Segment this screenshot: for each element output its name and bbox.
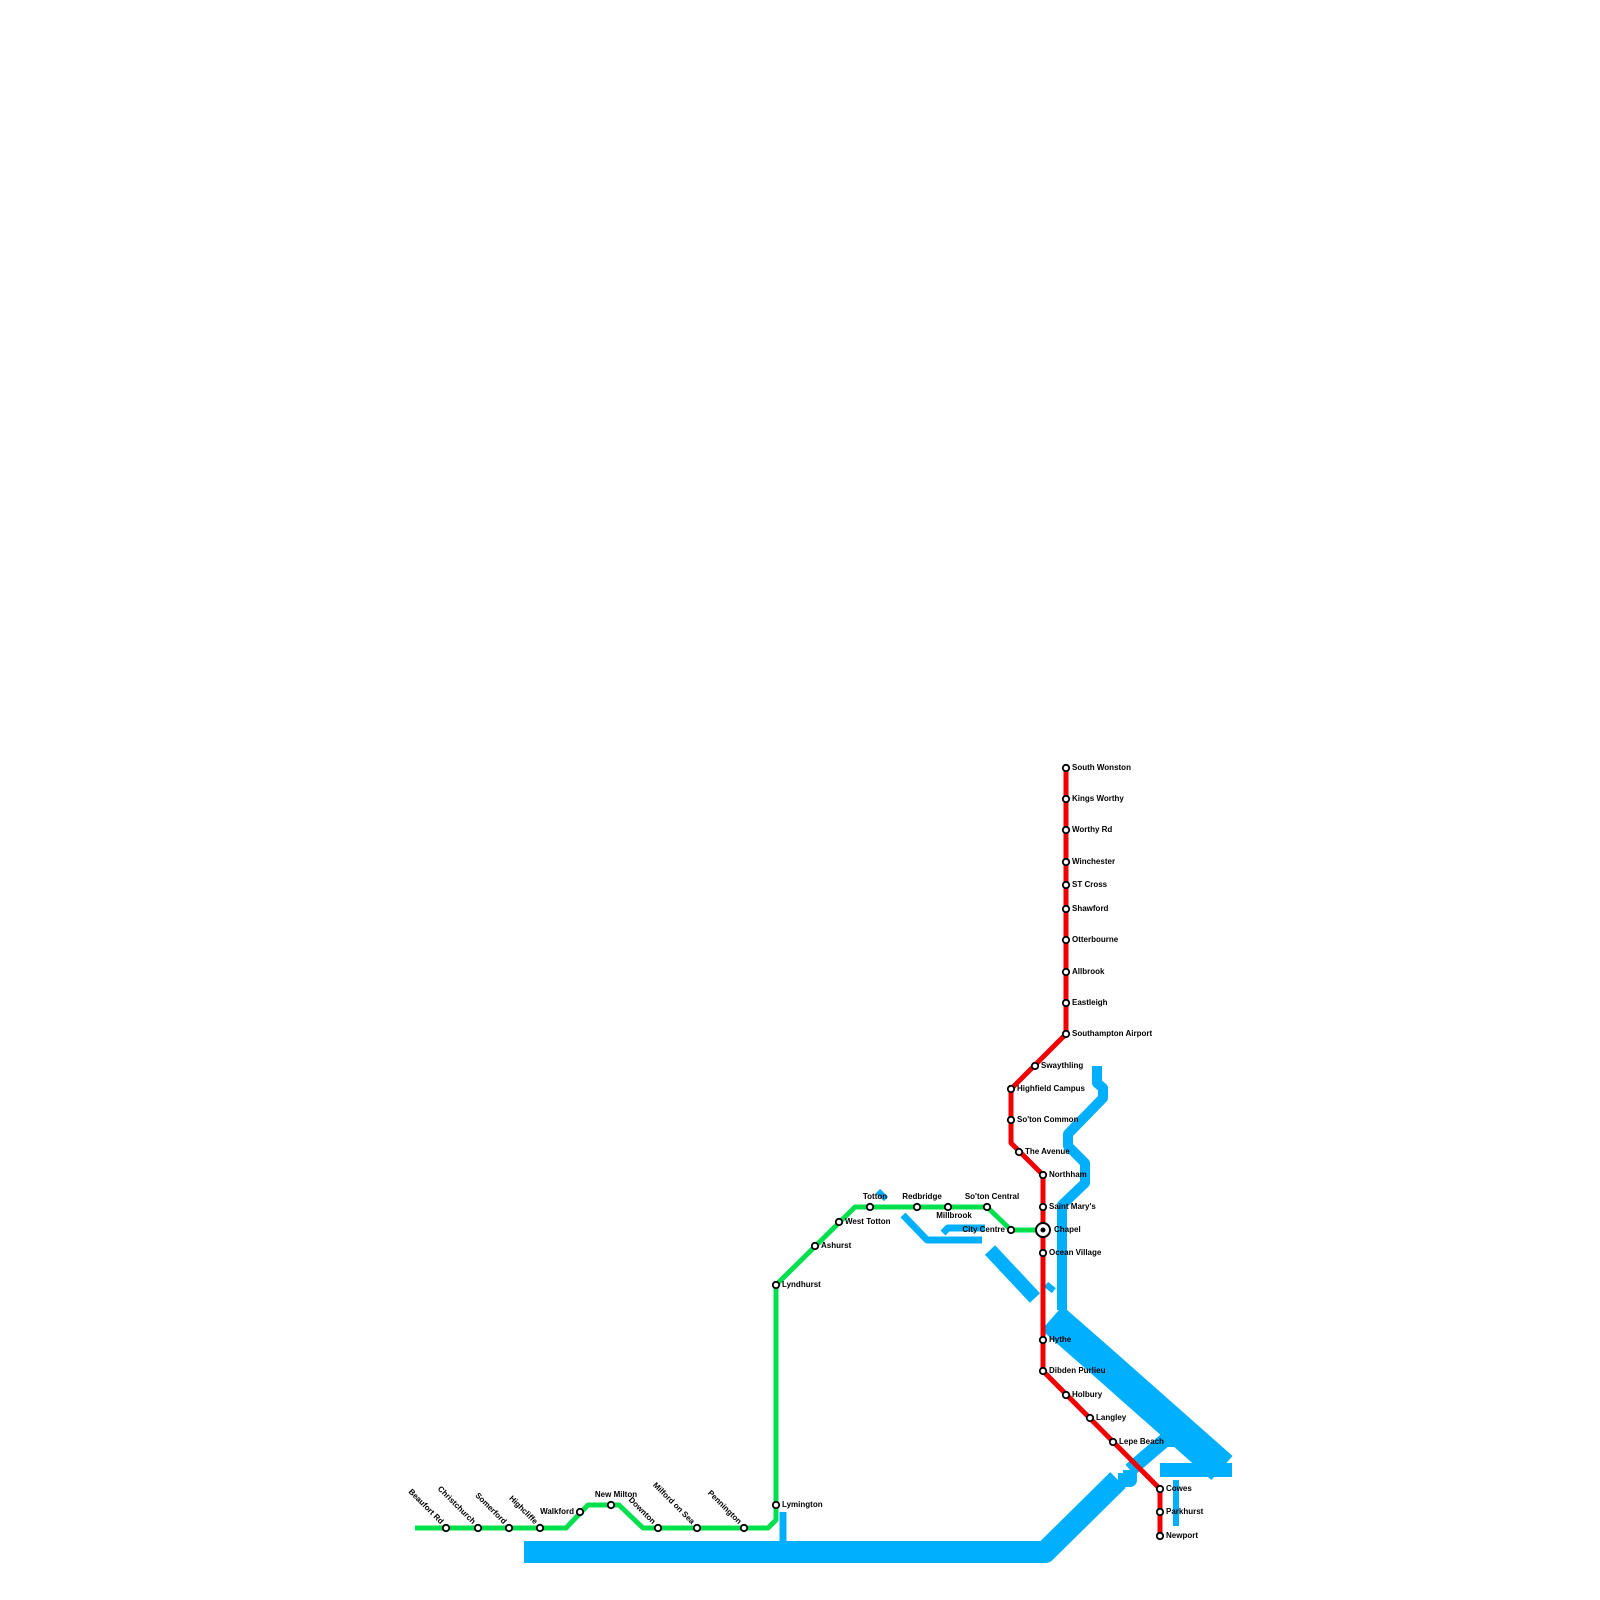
station <box>982 1202 992 1212</box>
station-label: Lyndhurst <box>782 1280 821 1289</box>
station <box>1038 1248 1048 1258</box>
red-line <box>1008 768 1163 1536</box>
station <box>1061 1390 1071 1400</box>
station <box>1061 825 1071 835</box>
station <box>1006 1115 1016 1125</box>
station <box>912 1202 922 1212</box>
station-label: The Avenue <box>1025 1147 1070 1156</box>
station-label: Walkford <box>540 1507 574 1516</box>
station <box>1061 967 1071 977</box>
station <box>1108 1437 1118 1447</box>
station-label: Millbrook <box>936 1211 972 1220</box>
station <box>441 1523 451 1533</box>
station-label: Hythe <box>1049 1335 1072 1344</box>
station-label: Dibden Purlieu <box>1049 1366 1106 1375</box>
station-label: Worthy Rd <box>1072 825 1112 834</box>
station <box>1155 1531 1165 1541</box>
station <box>771 1280 781 1290</box>
station-label: Pennington <box>706 1488 744 1526</box>
station <box>535 1523 545 1533</box>
station <box>865 1202 875 1212</box>
green-line <box>415 1204 1043 1531</box>
station <box>1155 1507 1165 1517</box>
station <box>771 1500 781 1510</box>
station-label: Highfield Campus <box>1017 1084 1086 1093</box>
station <box>1155 1484 1165 1494</box>
station-label: Parkhurst <box>1166 1507 1204 1516</box>
station-label: Redbridge <box>902 1192 942 1201</box>
station-label: South Wonston <box>1072 763 1131 772</box>
station <box>473 1523 483 1533</box>
station-label: Langley <box>1096 1413 1127 1422</box>
station-label: Northham <box>1049 1170 1087 1179</box>
station-label: Otterbourne <box>1072 935 1119 944</box>
station <box>1061 998 1071 1008</box>
station-label: Allbrook <box>1072 967 1105 976</box>
station <box>1038 1170 1048 1180</box>
station <box>1061 763 1071 773</box>
station-label: Totton <box>863 1192 887 1201</box>
station-label: Kings Worthy <box>1072 794 1124 803</box>
station <box>810 1241 820 1251</box>
station-label: Downton <box>627 1495 658 1526</box>
station <box>653 1523 663 1533</box>
station <box>1014 1147 1024 1157</box>
station-label: Somerford <box>473 1491 508 1526</box>
station-label: Saint Mary's <box>1049 1202 1096 1211</box>
station <box>504 1523 514 1533</box>
station <box>1061 904 1071 914</box>
station-label: Ocean Village <box>1049 1248 1102 1257</box>
station <box>1061 794 1071 804</box>
station-label: City Centre <box>962 1225 1005 1234</box>
water <box>524 1066 1233 1563</box>
station-label: Shawford <box>1072 904 1109 913</box>
station-label: Milford on Sea <box>651 1481 697 1527</box>
stations: Beaufort RdChristchurchSomerfordHighclif… <box>407 763 1204 1540</box>
station <box>1006 1225 1016 1235</box>
station <box>1038 1202 1048 1212</box>
station <box>1061 857 1071 867</box>
station <box>739 1523 749 1533</box>
station-label: So'ton Central <box>965 1192 1019 1201</box>
station-label: Eastleigh <box>1072 998 1108 1007</box>
station-label: Cowes <box>1166 1484 1192 1493</box>
station <box>575 1507 585 1517</box>
interchange-dot <box>1040 1227 1046 1233</box>
station-label: Ashurst <box>821 1241 852 1250</box>
station <box>692 1523 702 1533</box>
station <box>1038 1335 1048 1345</box>
station-label: ST Cross <box>1072 880 1108 889</box>
station <box>606 1500 616 1510</box>
station-label: New Milton <box>595 1490 637 1499</box>
station <box>1030 1061 1040 1071</box>
station-label: Holbury <box>1072 1390 1103 1399</box>
station-label: So'ton Common <box>1017 1115 1079 1124</box>
station <box>943 1202 953 1212</box>
station-label: Newport <box>1166 1531 1198 1540</box>
station <box>1085 1413 1095 1423</box>
station-label: Winchester <box>1072 857 1115 866</box>
station-label: West Totton <box>845 1217 891 1226</box>
station <box>1061 880 1071 890</box>
station-label: Swaythling <box>1041 1061 1083 1070</box>
station-label: Lymington <box>782 1500 823 1509</box>
station-label: Lepe Beach <box>1119 1437 1164 1446</box>
station <box>1038 1366 1048 1376</box>
station-label: Southampton Airport <box>1072 1029 1152 1038</box>
station <box>834 1217 844 1227</box>
station-label: Chapel <box>1054 1225 1081 1234</box>
station <box>1006 1084 1016 1094</box>
station <box>1061 935 1071 945</box>
station <box>1061 1029 1071 1039</box>
station-label: Highcliffe <box>507 1494 540 1527</box>
